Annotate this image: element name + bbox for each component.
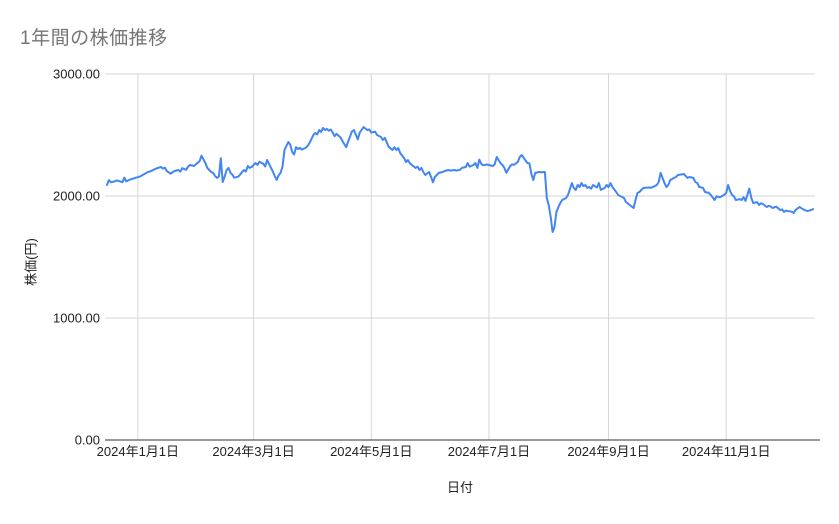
x-axis-title: 日付 [446,480,474,495]
y-tick-label: 2000.00 [53,189,100,204]
y-axis-title: 株価(円) [23,238,39,286]
price-series-line [106,126,814,233]
y-tick-label: 3000.00 [53,67,100,82]
x-tick-label: 2024年3月1日 [212,444,294,459]
x-tick-label: 2024年1月1日 [97,444,179,459]
x-tick-label: 2024年7月1日 [448,444,530,459]
x-tick-label: 2024年5月1日 [330,444,412,459]
chart-title: 1年間の株価推移 [20,28,168,49]
y-tick-label: 1000.00 [53,311,100,326]
y-tick-label: 0.00 [75,433,100,448]
x-tick-label: 2024年9月1日 [567,444,649,459]
x-tick-label: 2024年11月1日 [682,444,771,459]
